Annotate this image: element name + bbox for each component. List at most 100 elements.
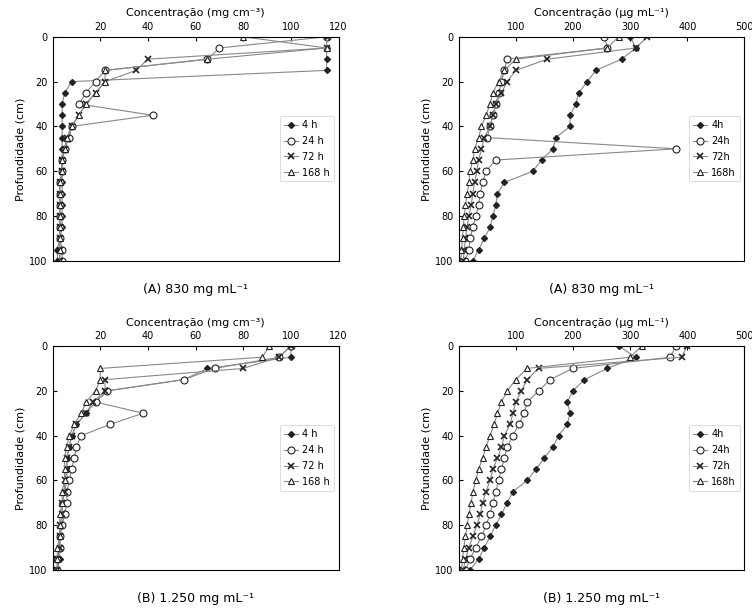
168 h xyxy=(53,555,62,563)
4 h xyxy=(58,112,67,119)
4 h xyxy=(179,376,188,383)
72 h xyxy=(58,156,67,164)
Y-axis label: Profundidade (cm): Profundidade (cm) xyxy=(421,97,431,200)
24h xyxy=(491,488,500,495)
72h xyxy=(486,123,495,130)
24 h xyxy=(203,56,212,63)
4 h xyxy=(322,44,331,51)
72h xyxy=(500,432,509,440)
24h xyxy=(603,44,612,51)
4h xyxy=(480,544,489,551)
168 h xyxy=(101,67,110,74)
72h xyxy=(632,44,641,51)
168 h xyxy=(56,212,65,219)
72h xyxy=(470,179,479,186)
72h xyxy=(477,145,486,153)
168 h xyxy=(56,533,65,540)
72h xyxy=(459,566,468,574)
4 h xyxy=(56,533,65,540)
72h xyxy=(683,342,692,349)
24 h xyxy=(56,533,65,540)
4h xyxy=(580,376,589,383)
Line: 4h: 4h xyxy=(468,344,638,572)
4h xyxy=(486,533,495,540)
4h xyxy=(537,156,546,164)
24h xyxy=(465,246,474,253)
Line: 72 h: 72 h xyxy=(54,343,294,574)
168h xyxy=(468,156,478,164)
Legend: 4h, 24h, 72h, 168h: 4h, 24h, 72h, 168h xyxy=(689,425,740,490)
Line: 24h: 24h xyxy=(462,33,679,264)
72 h xyxy=(81,409,90,417)
168 h xyxy=(322,44,331,51)
Line: 168 h: 168 h xyxy=(57,34,329,264)
4 h xyxy=(58,499,67,506)
168 h xyxy=(58,167,67,175)
72 h xyxy=(287,342,296,349)
24 h xyxy=(58,246,67,253)
168h xyxy=(494,78,503,85)
4 h xyxy=(322,67,331,74)
72 h xyxy=(62,454,71,462)
168h xyxy=(462,190,472,197)
168h xyxy=(481,112,490,119)
168h xyxy=(502,387,511,395)
Text: (B) 1.250 mg mL⁻¹: (B) 1.250 mg mL⁻¹ xyxy=(137,593,254,606)
168 h xyxy=(258,354,267,361)
4h xyxy=(554,432,563,440)
72 h xyxy=(56,190,65,197)
Text: (B) 1.250 mg mL⁻¹: (B) 1.250 mg mL⁻¹ xyxy=(543,593,660,606)
72 h xyxy=(89,398,98,406)
72 h xyxy=(81,101,90,108)
24 h xyxy=(53,566,62,574)
4h xyxy=(488,212,497,219)
24h xyxy=(514,421,523,428)
4h xyxy=(529,167,538,175)
72h xyxy=(511,67,520,74)
4 h xyxy=(62,466,71,473)
72 h xyxy=(91,89,100,96)
168 h xyxy=(96,365,105,372)
72h xyxy=(459,257,468,265)
168h xyxy=(478,454,487,462)
24 h xyxy=(74,101,83,108)
168h xyxy=(462,522,472,529)
168h xyxy=(523,365,532,372)
72h xyxy=(472,167,481,175)
168h xyxy=(459,544,468,551)
Line: 24 h: 24 h xyxy=(54,343,294,574)
4 h xyxy=(53,566,62,574)
4 h xyxy=(58,156,67,164)
72h xyxy=(459,246,468,253)
24 h xyxy=(274,354,284,361)
4 h xyxy=(58,522,67,529)
4h xyxy=(603,365,612,372)
72 h xyxy=(238,365,247,372)
72 h xyxy=(144,56,153,63)
72h xyxy=(508,409,517,417)
168 h xyxy=(91,387,100,395)
4 h xyxy=(58,101,67,108)
168 h xyxy=(56,522,65,529)
4h xyxy=(617,56,626,63)
72h xyxy=(478,499,487,506)
24h xyxy=(523,398,532,406)
24h xyxy=(497,466,506,473)
4h xyxy=(548,145,557,153)
72h xyxy=(491,101,500,108)
168 h xyxy=(65,432,74,440)
4 h xyxy=(58,212,67,219)
72h xyxy=(643,33,652,40)
72 h xyxy=(101,376,110,383)
4h xyxy=(508,488,517,495)
72h xyxy=(467,201,476,208)
4 h xyxy=(62,477,71,484)
72 h xyxy=(58,511,67,518)
168h xyxy=(603,44,612,51)
168 h xyxy=(62,443,71,451)
168h xyxy=(459,224,468,231)
24h xyxy=(494,89,503,96)
168 h xyxy=(56,224,65,231)
72 h xyxy=(56,257,65,265)
24h xyxy=(472,544,481,551)
